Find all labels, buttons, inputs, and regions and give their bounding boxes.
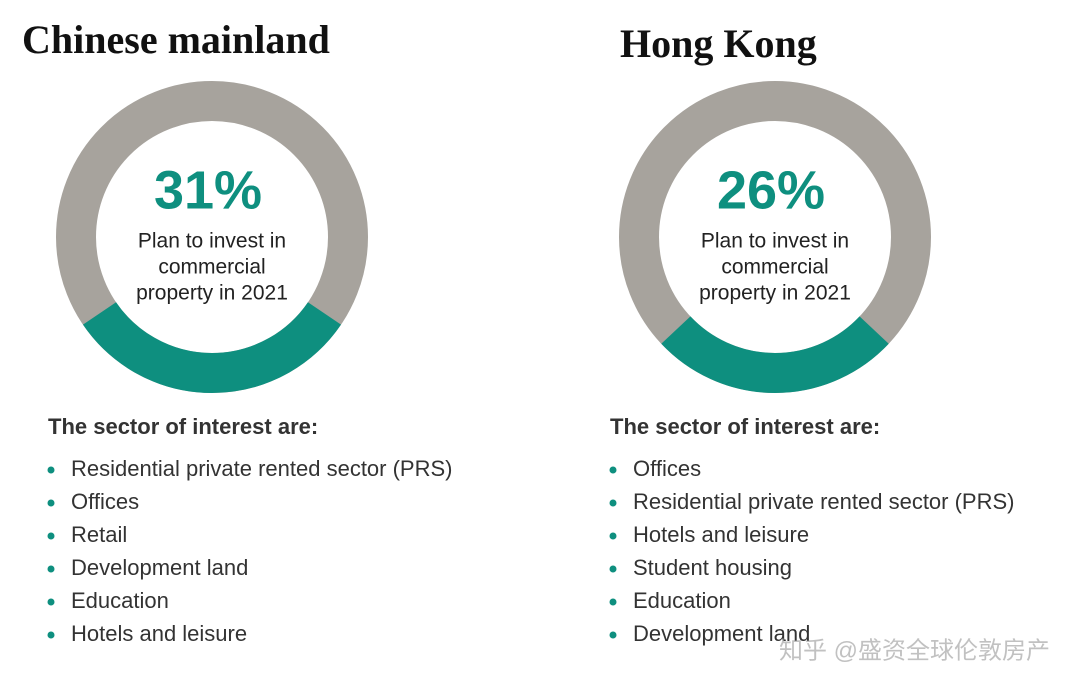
bullet: [47, 532, 55, 540]
watermark: 知乎 @盛资全球伦敦房产: [779, 637, 1050, 664]
caption-line: commercial: [721, 256, 828, 279]
caption-line: commercial: [158, 256, 265, 279]
bullet: [47, 466, 55, 474]
bullet: [47, 631, 55, 639]
list-item: Development land: [633, 621, 810, 646]
list-item: Residential private rented sector (PRS): [633, 489, 1015, 514]
donut-segment: [661, 316, 889, 393]
list-item: Retail: [71, 522, 127, 547]
bullet: [609, 631, 617, 639]
value-label: 26%: [717, 160, 825, 220]
list-item: Offices: [71, 489, 139, 514]
list-item: Hotels and leisure: [71, 621, 247, 646]
bullet: [609, 466, 617, 474]
bullet: [47, 499, 55, 507]
caption-line: property in 2021: [699, 282, 851, 305]
list-item: Development land: [71, 555, 248, 580]
value-label: 31%: [154, 160, 262, 220]
list-item: Residential private rented sector (PRS): [71, 456, 453, 481]
bullet: [609, 598, 617, 606]
bullet: [47, 565, 55, 573]
donut-segment: [82, 301, 342, 393]
bullet: [47, 598, 55, 606]
list-title: The sector of interest are:: [610, 414, 880, 439]
caption-line: Plan to invest in: [138, 230, 286, 253]
list-item: Education: [71, 588, 169, 613]
list-item: Education: [633, 588, 731, 613]
bullet: [609, 532, 617, 540]
list-title: The sector of interest are:: [48, 414, 318, 439]
chart-title: Chinese mainland: [22, 17, 330, 62]
chart-title: Hong Kong: [620, 21, 817, 66]
list-item: Student housing: [633, 555, 792, 580]
list-item: Offices: [633, 456, 701, 481]
bullet: [609, 499, 617, 507]
bullet: [609, 565, 617, 573]
caption-line: property in 2021: [136, 282, 288, 305]
caption-line: Plan to invest in: [701, 230, 849, 253]
list-item: Hotels and leisure: [633, 522, 809, 547]
